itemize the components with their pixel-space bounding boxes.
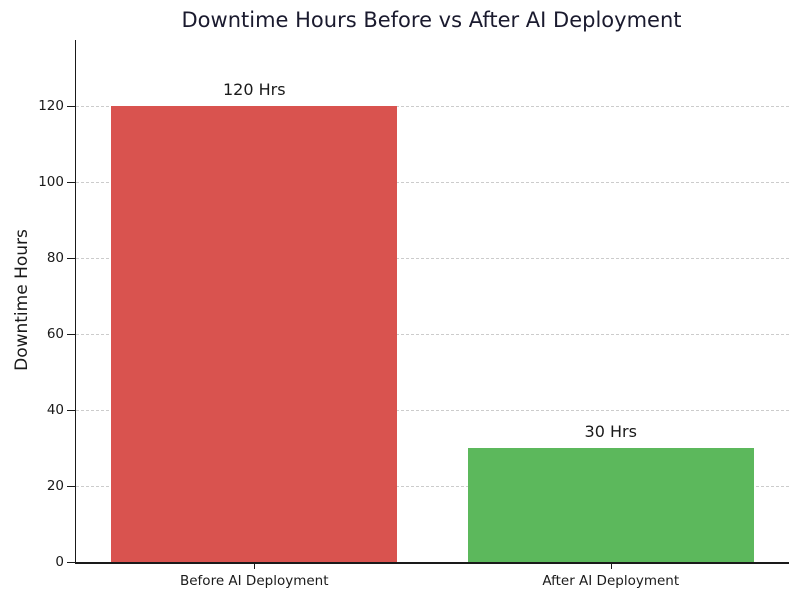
y-tick-label: 80 — [46, 249, 64, 266]
y-tick-mark — [67, 182, 75, 184]
plot-area: 0 20 40 60 80 100 120 120 Hrs Before AI Deployme… — [38, 40, 789, 589]
y-gridline — [76, 334, 789, 336]
y-tick-mark — [67, 334, 75, 336]
bar-value-label: 30 Hrs — [584, 422, 637, 442]
y-tick-label: 0 — [55, 553, 64, 570]
x-tick-label: After AI Deployment — [542, 573, 680, 589]
y-tick-mark — [67, 486, 75, 488]
y-gridline — [76, 410, 789, 412]
x-tick-mark — [610, 564, 612, 569]
y-gridline — [76, 258, 789, 260]
chart-title: Downtime Hours Before vs After AI Deploy… — [181, 8, 682, 32]
y-tick-mark — [67, 106, 75, 108]
y-tick-label: 60 — [46, 325, 64, 342]
y-tick-mark — [67, 258, 75, 260]
y-tick-mark — [67, 410, 75, 412]
y-tick-label: 20 — [46, 477, 64, 494]
y-tick-label: 40 — [46, 401, 64, 418]
y-tick-label: 120 — [38, 97, 64, 114]
y-gridline — [76, 486, 789, 488]
y-tick-label: 100 — [38, 173, 64, 190]
y-axis-label: Downtime Hours — [12, 229, 32, 371]
x-tick-mark — [254, 564, 256, 569]
x-tick-label: Before AI Deployment — [179, 573, 329, 589]
y-tick-mark — [67, 562, 75, 563]
y-gridline — [76, 106, 789, 108]
bar-after-ai — [467, 448, 754, 562]
y-gridline — [76, 182, 789, 184]
bar-before-ai — [111, 106, 398, 562]
bar-value-label: 120 Hrs — [222, 80, 286, 100]
